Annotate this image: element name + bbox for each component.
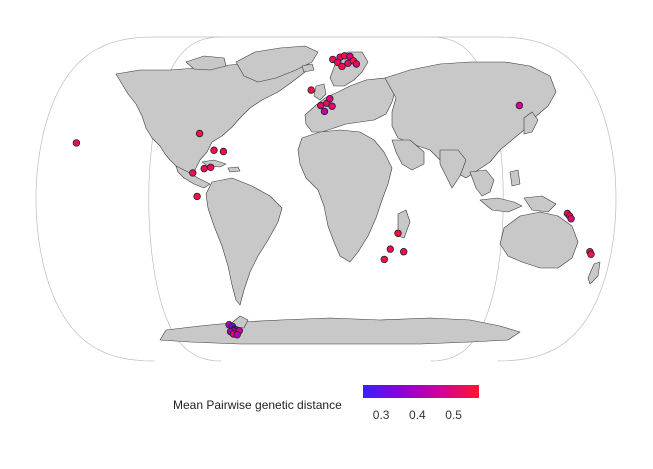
legend-tick-label: 0.5 bbox=[445, 408, 462, 422]
landmass-australia bbox=[499, 211, 579, 269]
landmass-asia bbox=[384, 61, 557, 179]
sample-point bbox=[189, 169, 197, 177]
color-legend: Mean Pairwise genetic distance 0.3 0.4 0.5 bbox=[170, 382, 490, 422]
sample-point bbox=[200, 164, 208, 173]
landmass-british-isles bbox=[313, 83, 327, 101]
landmass-southeast-asia bbox=[469, 169, 495, 197]
legend-colorbar bbox=[363, 385, 479, 398]
sample-point bbox=[400, 247, 408, 256]
legend-tick-mark bbox=[453, 398, 455, 402]
sample-point bbox=[320, 107, 329, 116]
sample-points bbox=[72, 52, 595, 339]
landmass-greenland bbox=[235, 45, 319, 83]
sample-point bbox=[352, 60, 361, 68]
sample-point bbox=[587, 250, 595, 258]
sample-point bbox=[195, 129, 204, 138]
legend-tick-mark bbox=[417, 398, 419, 402]
landmass-arabia bbox=[391, 139, 425, 171]
sample-point bbox=[328, 102, 336, 110]
landmass-hispaniola bbox=[227, 166, 241, 173]
landmass-africa bbox=[297, 129, 393, 263]
landmass-japan bbox=[523, 111, 539, 135]
landmass-new-guinea bbox=[523, 195, 557, 213]
sample-point bbox=[515, 101, 524, 110]
sample-point bbox=[317, 101, 325, 110]
legend-tick-label: 0.4 bbox=[409, 408, 426, 422]
sample-point bbox=[72, 139, 81, 147]
sample-point bbox=[394, 229, 402, 237]
landmass-indonesia bbox=[479, 197, 523, 213]
sample-point bbox=[338, 62, 346, 71]
legend-title: Mean Pairwise genetic distance bbox=[173, 398, 342, 412]
sample-point bbox=[210, 146, 218, 154]
legend-tick-mark bbox=[381, 398, 383, 402]
legend-tick-label: 0.3 bbox=[372, 408, 390, 422]
sample-point bbox=[307, 86, 315, 94]
land-masses bbox=[115, 45, 601, 345]
landmass-new-zealand bbox=[587, 261, 601, 285]
landmass-philippines bbox=[509, 169, 521, 187]
sample-point bbox=[233, 331, 241, 339]
sample-point bbox=[567, 215, 575, 223]
sample-point bbox=[193, 192, 201, 201]
landmass-antarctica bbox=[159, 317, 521, 345]
sample-point bbox=[326, 94, 334, 103]
sample-point bbox=[380, 255, 388, 264]
landmass-india bbox=[439, 149, 467, 189]
landmass-south-america bbox=[205, 177, 283, 306]
landmass-iceland bbox=[301, 63, 315, 73]
sample-point bbox=[219, 147, 228, 156]
landmass-arctic-islands bbox=[185, 55, 227, 71]
sample-point bbox=[386, 245, 394, 253]
sample-point bbox=[206, 163, 215, 171]
graticule-outline bbox=[35, 36, 617, 362]
